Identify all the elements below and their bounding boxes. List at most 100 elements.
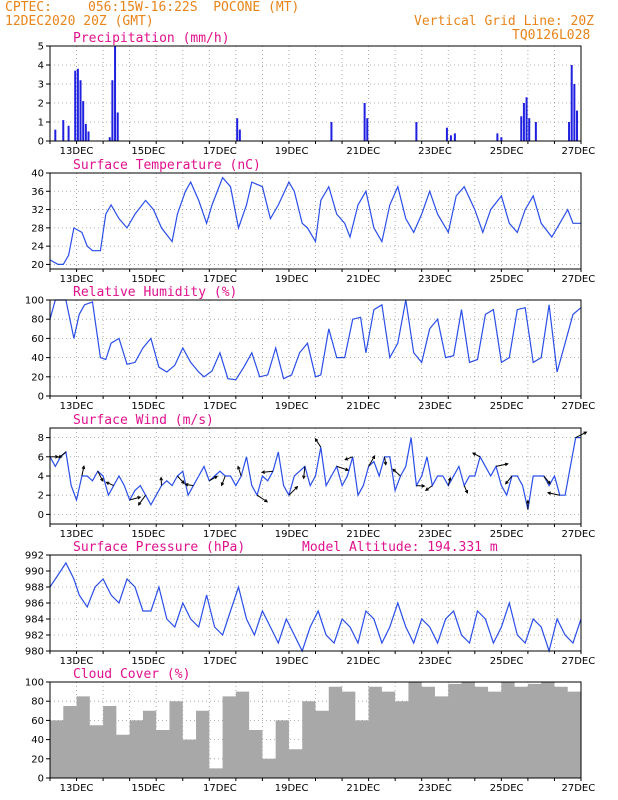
precipitation-bar: [363, 103, 366, 141]
wind-arrow: [106, 481, 114, 487]
wind-xtick-label: 21DEC: [346, 529, 380, 540]
wind-arrow-head: [58, 454, 62, 459]
wind-arrow: [495, 463, 508, 467]
wind-arrow-head: [383, 461, 388, 466]
cloud-cover-xtick-label: 23DEC: [418, 783, 452, 794]
humidity-ytick-label: 80: [31, 315, 44, 326]
pressure-line: [49, 561, 582, 654]
precipitation-bar: [445, 127, 448, 141]
wind-arrow-head: [184, 482, 189, 487]
wind-arrow-head: [260, 470, 266, 474]
cloud-cover-xtick-label: 13DEC: [60, 783, 94, 794]
header-source: CPTEC:: [5, 0, 52, 15]
temperature-xtick-label: 19DEC: [275, 274, 309, 285]
temperature-ytick-label: 40: [31, 169, 44, 180]
wind-line: [49, 437, 581, 510]
precipitation-bar: [236, 118, 239, 141]
wind-arrows: [50, 431, 588, 510]
precipitation-bar: [449, 135, 452, 141]
wind-arrow: [384, 456, 387, 465]
precipitation-title: Precipitation (mm/h): [73, 31, 230, 46]
temperature-xtick-label: 23DEC: [418, 274, 452, 285]
cloud-cover-title: Cloud Cover (%): [73, 667, 190, 682]
wind-xtick-label: 23DEC: [418, 529, 452, 540]
cloud-cover-ytick-label: 40: [31, 735, 44, 746]
wind-arrow-head: [314, 437, 319, 442]
wind-arrow-head: [237, 465, 241, 470]
pressure-ytick-label: 988: [25, 583, 44, 594]
pressure-ytick-label: 992: [25, 551, 44, 562]
pressure-xtick-label: 21DEC: [346, 656, 380, 667]
wind-arrow: [368, 455, 376, 467]
wind-arrow-head: [55, 454, 60, 459]
precipitation-bar: [366, 118, 369, 141]
wind-arrow-head: [447, 476, 452, 481]
pressure-panel: 980 982 984 986 988 990 992 13DEC 15DEC 17DEC 19DE…: [25, 540, 595, 667]
wind-arrow-head: [371, 455, 376, 460]
humidity-xtick-label: 21DEC: [346, 401, 380, 412]
precipitation-bar: [568, 122, 571, 141]
humidity-xtick-label: 23DEC: [418, 401, 452, 412]
precipitation-bar: [79, 80, 82, 141]
precipitation-bar: [453, 133, 456, 141]
wind-arrow-head: [504, 462, 509, 467]
temperature-ytick-label: 28: [31, 223, 44, 234]
humidity-ytick-label: 60: [31, 334, 44, 345]
precipitation-bar: [87, 131, 90, 141]
wind-arrow-head: [583, 431, 588, 435]
pressure-xtick-label: 25DEC: [490, 656, 524, 667]
cloud-cover-xtick-label: 15DEC: [131, 783, 165, 794]
pressure-ytick-label: 980: [25, 647, 44, 658]
precipitation-bar: [84, 123, 87, 141]
wind-arrow-head: [504, 480, 509, 485]
wind-arrow: [575, 431, 587, 439]
model-altitude: Model Altitude: 194.331 m: [302, 540, 498, 555]
wind-arrow: [303, 466, 306, 479]
cloud-cover-xtick-label: 17DEC: [203, 783, 237, 794]
wind-arrow: [138, 494, 146, 506]
precipitation-ytick-label: 2: [38, 99, 44, 110]
precipitation-bar: [114, 46, 117, 141]
wind-ytick-label: 8: [38, 433, 44, 444]
wind-arrow-head: [81, 465, 86, 470]
precipitation-bar: [74, 70, 77, 141]
wind-arrow: [463, 485, 468, 494]
temperature-xtick-label: 15DEC: [131, 274, 165, 285]
precipitation-bar: [108, 137, 111, 141]
precipitation-ytick-label: 0: [38, 137, 44, 148]
humidity-ytick-label: 100: [25, 296, 44, 307]
wind-arrow-head: [137, 501, 142, 506]
pressure-title: Surface Pressure (hPa): [73, 540, 245, 555]
pressure-xtick-label: 23DEC: [418, 656, 452, 667]
wind-ytick-label: 4: [38, 472, 44, 483]
humidity-panel: 0 20 40 60 80 100 13DEC 15DEC 17DEC 19DEC 21DEC 23D…: [25, 285, 595, 412]
wind-xtick-label: 25DEC: [490, 529, 524, 540]
temperature-xtick-label: 17DEC: [203, 274, 237, 285]
wind-arrow-head: [105, 481, 110, 485]
precipitation-ytick-label: 1: [38, 118, 44, 129]
wind-arrow: [288, 486, 298, 496]
wind-arrow: [547, 492, 560, 496]
precipitation-bar: [520, 116, 523, 141]
cloud-cover-area: [50, 682, 581, 778]
cloud-cover-panel: 0 20 40 60 80 100 13DEC 15DEC 17DEC 19DEC 21DEC 23D…: [25, 667, 595, 794]
precipitation-ytick-label: 4: [38, 61, 44, 72]
pressure-xtick-label: 17DEC: [203, 656, 237, 667]
cloud-cover-ytick-label: 100: [25, 678, 44, 689]
precipitation-bar: [330, 122, 333, 141]
wind-arrow: [472, 452, 481, 458]
precipitation-bar: [116, 112, 119, 141]
precipitation-bar: [67, 125, 70, 141]
precipitation-ytick-label: 3: [38, 80, 44, 91]
pressure-ytick-label: 990: [25, 567, 44, 578]
wind-arrow: [129, 496, 141, 501]
humidity-xtick-label: 19DEC: [275, 401, 309, 412]
wind-title: Surface Wind (m/s): [73, 413, 214, 428]
cloud-cover-xtick-label: 27DEC: [561, 783, 595, 794]
precipitation-xtick-label: 23DEC: [418, 146, 452, 157]
humidity-xtick-label: 25DEC: [490, 401, 524, 412]
precipitation-bar: [496, 133, 499, 141]
pressure-ytick-label: 982: [25, 631, 44, 642]
precipitation-bar: [62, 120, 65, 141]
